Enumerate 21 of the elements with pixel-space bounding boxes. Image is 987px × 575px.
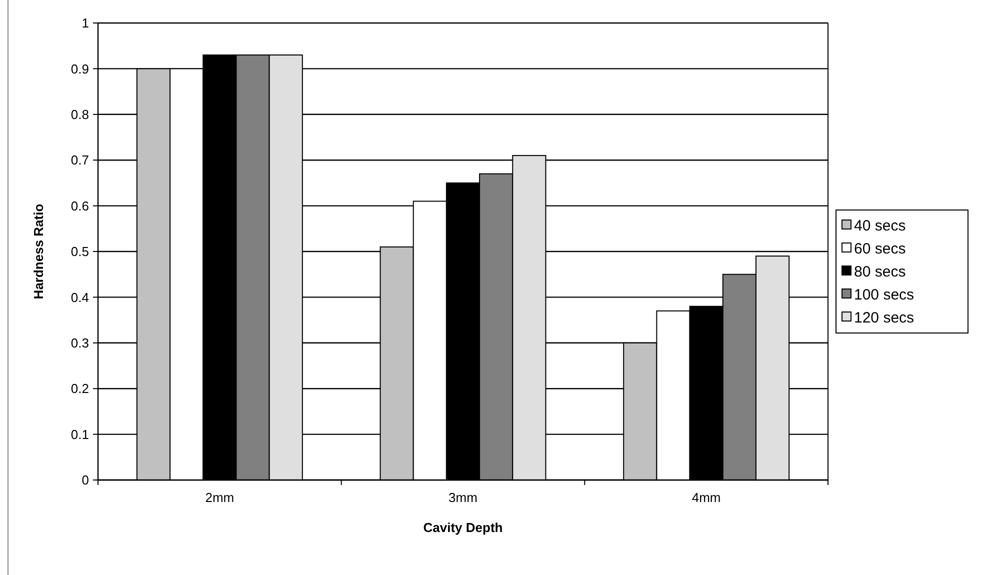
y-tick-label: 0.3 — [70, 335, 89, 350]
y-tick-label: 0.5 — [70, 244, 89, 260]
x-axis-title: Cavity Depth — [423, 520, 503, 535]
legend-label: 100 secs — [854, 286, 914, 304]
legend-label: 40 secs — [854, 217, 906, 234]
y-tick-label: 1 — [82, 16, 89, 31]
y-tick-label: 0.7 — [70, 152, 89, 168]
y-tick-label: 0.9 — [70, 61, 89, 76]
x-tick-label: 3mm — [448, 490, 478, 505]
y-tick-label: 0 — [82, 472, 89, 488]
y-tick-label: 0.2 — [70, 381, 89, 396]
x-tick-label: 2mm — [205, 490, 234, 505]
y-tick-label: 0.8 — [70, 106, 89, 122]
legend-label: 60 secs — [854, 240, 906, 258]
y-tick-label: 0.4 — [70, 290, 89, 305]
y-tick-label: 0.6 — [70, 198, 89, 214]
y-tick-label: 0.1 — [70, 426, 89, 442]
y-axis-title: Hardness Ratio — [31, 204, 46, 300]
x-tick-label: 4mm — [692, 490, 721, 505]
legend-label: 80 secs — [854, 263, 906, 280]
legend-label: 120 secs — [854, 309, 914, 326]
